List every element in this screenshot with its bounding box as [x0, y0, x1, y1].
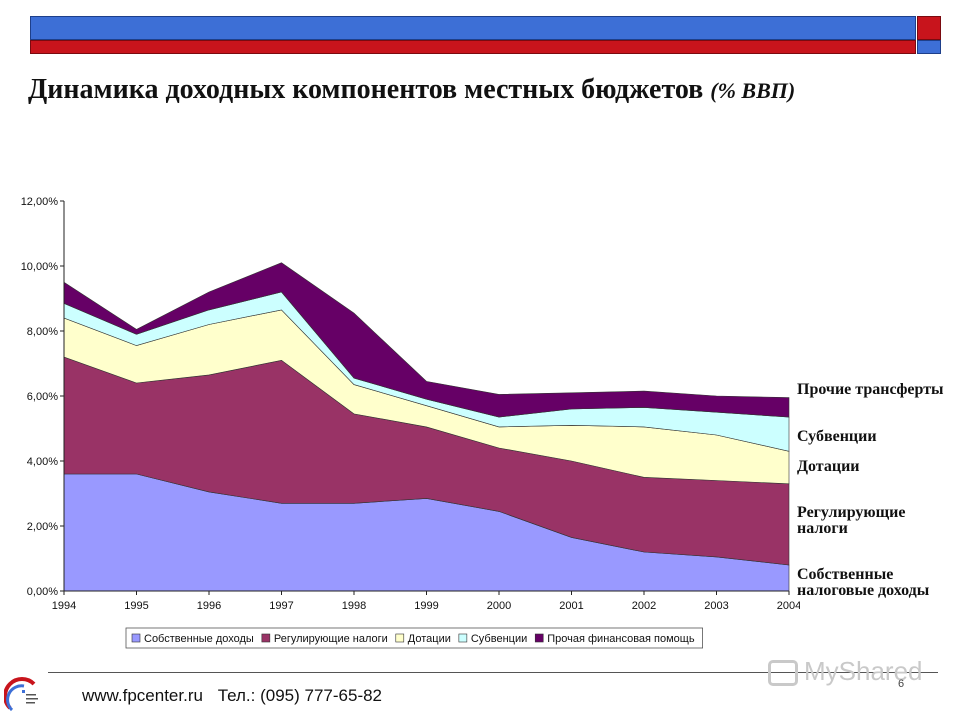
area-series-4 [63, 262, 790, 418]
x-tick-label: 2004 [777, 600, 800, 612]
page-title: Динамика доходных компонентов местных бю… [28, 74, 795, 106]
y-tick-label: 0,00% [27, 586, 58, 598]
x-tick-label: 1995 [124, 600, 148, 612]
legend-box [125, 627, 703, 649]
right-label-own-tax-income: Собственные налоговые доходы [797, 566, 930, 599]
right-label-regulating-taxes: Регулирующие налоги [797, 504, 906, 537]
stacked-area-chart: 0,00% 2,00% 4,00% 6,00% 8,00% 10,00% 12,00% 199… [21, 196, 800, 649]
header-blue-square [917, 40, 941, 54]
legend-swatch-4 [534, 633, 544, 643]
legend-label-1: Регулирующие налоги [274, 633, 388, 645]
watermark-text: MyShared [804, 656, 923, 686]
x-tick-label: 2001 [559, 600, 583, 612]
page-number: 6 [898, 678, 905, 690]
x-tick-label: 1999 [414, 600, 438, 612]
legend-label-4: Прочая финансовая помощь [547, 633, 695, 645]
legend-swatch-0 [131, 633, 141, 643]
y-tick-label: 8,00% [27, 326, 58, 338]
myshared-watermark-icon: MyShared [768, 656, 923, 687]
legend-swatch-1 [261, 633, 271, 643]
right-label-subventions: Субвенции [797, 428, 877, 445]
x-tick-label: 1997 [269, 600, 293, 612]
title-sub: (% ВВП) [710, 78, 796, 103]
y-tick-label: 10,00% [21, 261, 59, 273]
footer-contacts: www.fpcenter.ru Тел.: (095) 777-65-82 [82, 686, 392, 706]
right-label-dotations: Дотации [797, 458, 860, 475]
footer-divider [48, 672, 938, 673]
y-tick-label: 4,00% [27, 456, 58, 468]
footer-website: www.fpcenter.ru [82, 686, 203, 705]
x-tick-label: 1998 [342, 600, 366, 612]
header-blue-bar [30, 16, 916, 40]
y-tick-label: 6,00% [27, 391, 58, 403]
x-tick-label: 2002 [632, 600, 656, 612]
header-red-square [917, 16, 941, 40]
y-tick-label: 12,00% [21, 196, 59, 208]
footer-phone: Тел.: (095) 777-65-82 [217, 686, 383, 705]
legend-label-0: Собственные доходы [144, 633, 254, 645]
fpcenter-logo-icon [4, 677, 38, 712]
header-red-bar [30, 40, 916, 54]
x-tick-label: 2003 [704, 600, 728, 612]
legend-label-2: Дотации [408, 633, 451, 645]
legend-label-3: Субвенции [471, 633, 527, 645]
title-main: Динамика доходных компонентов местных бю… [28, 74, 704, 105]
right-label-other-transfers: Прочие трансферты [797, 381, 944, 398]
y-tick-label: 2,00% [27, 521, 58, 533]
legend-swatch-2 [395, 633, 405, 643]
x-tick-label: 1996 [197, 600, 221, 612]
x-tick-label: 2000 [487, 600, 511, 612]
legend-swatch-3 [458, 633, 468, 643]
x-tick-label: 1994 [52, 600, 76, 612]
